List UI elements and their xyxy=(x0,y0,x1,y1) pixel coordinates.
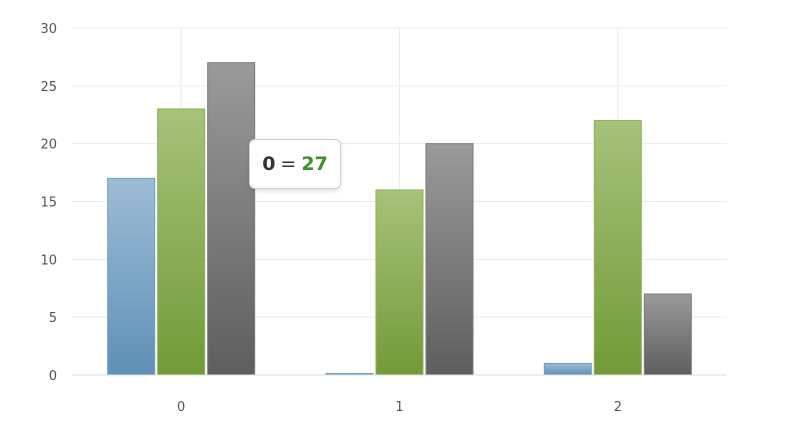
y-tick-label: 15 xyxy=(40,196,57,211)
tooltip-value: 27 xyxy=(301,153,328,175)
axes: 0 5 10 15 20 25 30 0 1 2 xyxy=(40,22,727,415)
bar-series-2-category-1[interactable] xyxy=(425,143,474,376)
y-tick-label: 0 xyxy=(49,369,57,384)
bar-series-0-category-0[interactable] xyxy=(107,177,156,376)
y-tick-label: 30 xyxy=(40,22,57,37)
value-tooltip: 0 = 27 xyxy=(249,139,341,189)
bar-series-2-category-2[interactable] xyxy=(643,293,692,376)
y-tick-label: 20 xyxy=(40,138,57,153)
tooltip-label: 0 xyxy=(262,153,276,175)
bar-series-0-category-2[interactable] xyxy=(543,362,592,376)
bar-series-2-category-0[interactable] xyxy=(207,62,256,376)
y-tick-label: 5 xyxy=(49,311,57,326)
bar-series-1-category-2[interactable] xyxy=(593,120,642,376)
bar-series-1-category-1[interactable] xyxy=(375,189,424,376)
y-tick-label: 25 xyxy=(40,80,57,95)
y-tick-label: 10 xyxy=(40,253,57,268)
tooltip-separator: = xyxy=(280,153,297,175)
x-tick-label: 0 xyxy=(177,400,185,415)
x-tick-label: 2 xyxy=(614,400,622,415)
bar-series-1-category-0[interactable] xyxy=(157,108,206,376)
x-tick-label: 1 xyxy=(395,400,403,415)
